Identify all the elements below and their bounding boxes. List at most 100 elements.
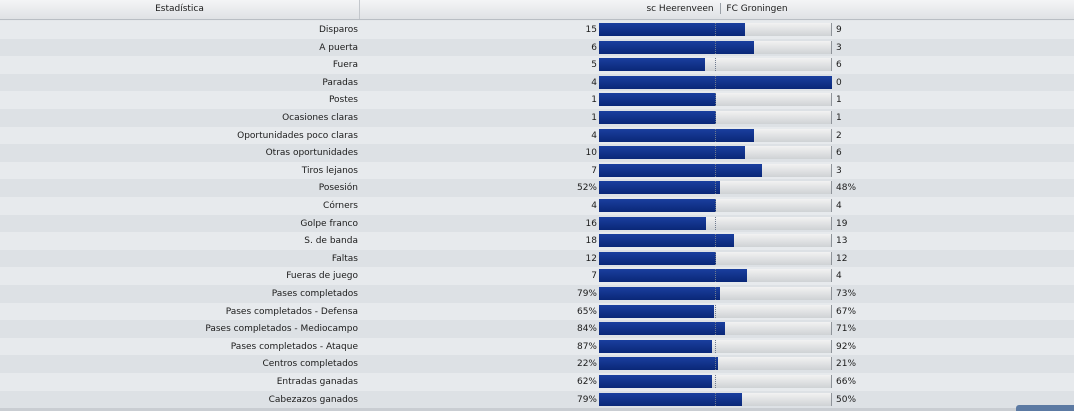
away-value: 92%: [836, 341, 857, 352]
stat-label: Disparos: [318, 25, 358, 35]
home-share-fill: [599, 375, 712, 388]
away-value: 6: [836, 148, 842, 159]
home-share-fill: [599, 58, 705, 72]
home-share-fill: [599, 181, 720, 195]
comparison-bar: [599, 339, 832, 353]
home-value: 4: [591, 130, 597, 141]
home-value: 1: [591, 95, 597, 106]
stat-label: Otras oportunidades: [265, 148, 358, 159]
away-value: 21%: [836, 359, 857, 370]
comparison-bar: [599, 216, 832, 230]
stat-row: Faltas 12 12: [0, 249, 1074, 268]
away-value: 2: [836, 130, 842, 141]
home-value: 5: [591, 60, 597, 71]
comparison-bar: [599, 251, 832, 265]
stat-label: Pases completados - Mediocampo: [205, 324, 358, 335]
stat-row: Pases completados - Defensa 65% 67%: [0, 302, 1074, 321]
comparison-bar: [599, 128, 832, 142]
comparison-bar: [599, 181, 832, 195]
midpoint-marker: [715, 58, 716, 72]
home-share-fill: [599, 216, 706, 230]
midpoint-marker: [715, 269, 716, 283]
stat-row: Otras oportunidades 10 6: [0, 144, 1074, 163]
home-share-fill: [599, 339, 712, 353]
midpoint-marker: [715, 216, 716, 230]
home-share-fill: [599, 199, 716, 212]
home-value: 7: [591, 271, 597, 282]
stat-label: S. de banda: [304, 236, 358, 247]
comparison-bar: [599, 357, 832, 371]
stat-label: Cabezazos ganados: [268, 394, 358, 405]
teams-column-header[interactable]: sc Heerenveen FC Groningen: [360, 0, 1074, 19]
comparison-bar: [599, 58, 832, 72]
stat-row: Centros completados 22% 21%: [0, 355, 1074, 374]
stat-label: Posesión: [318, 183, 358, 194]
stat-label: Faltas: [331, 253, 358, 264]
comparison-bar: [599, 146, 832, 160]
home-share-fill: [599, 163, 762, 177]
comparison-bar: [599, 322, 832, 336]
stat-label: Paradas: [322, 77, 358, 88]
stat-label: Fuera: [332, 60, 358, 71]
home-value: 7: [591, 165, 597, 176]
midpoint-marker: [715, 199, 716, 212]
home-share-fill: [599, 111, 716, 124]
home-share-fill: [599, 234, 734, 248]
midpoint-marker: [715, 181, 716, 195]
comparison-bar: [599, 234, 832, 248]
away-value: 3: [836, 165, 842, 176]
stat-label: Ocasiones claras: [282, 113, 358, 123]
stats-header: Estadística sc Heerenveen FC Groningen: [0, 0, 1074, 20]
stat-label: Pases completados - Ataque: [230, 341, 358, 352]
stat-row: Golpe franco 16 19: [0, 214, 1074, 233]
home-share-fill: [599, 304, 714, 318]
home-value: 4: [591, 77, 597, 88]
stat-label: Golpe franco: [300, 218, 358, 229]
home-share-fill: [599, 322, 725, 336]
home-share-fill: [599, 146, 745, 160]
stat-label: Oportunidades poco claras: [237, 130, 358, 141]
stat-row: Posesión 52% 48%: [0, 179, 1074, 198]
away-value: 13: [836, 236, 848, 247]
table-bottom-edge: [0, 408, 1074, 411]
midpoint-marker: [715, 163, 716, 177]
midpoint-marker: [715, 23, 716, 36]
away-value: 73%: [836, 289, 857, 299]
stat-label: Córners: [323, 201, 358, 211]
away-value: 9: [836, 25, 842, 35]
stat-label: Fueras de juego: [286, 271, 358, 282]
stat-row: Cabezazos ganados 79% 50%: [0, 390, 1074, 409]
home-team-name: sc Heerenveen: [646, 4, 714, 14]
midpoint-marker: [715, 251, 716, 265]
stat-row: Tiros lejanos 7 3: [0, 161, 1074, 180]
away-value: 6: [836, 60, 842, 71]
midpoint-marker: [715, 146, 716, 160]
away-value: 0: [836, 77, 842, 88]
midpoint-marker: [715, 287, 716, 300]
comparison-bar: [599, 287, 832, 300]
stat-column-header[interactable]: Estadística: [0, 0, 360, 19]
away-value: 4: [836, 271, 842, 282]
home-value: 15: [585, 25, 597, 35]
away-value: 71%: [836, 324, 857, 335]
away-value: 12: [836, 253, 848, 264]
home-value: 79%: [576, 394, 597, 405]
away-value: 19: [836, 218, 848, 229]
scroll-thumb[interactable]: [1016, 405, 1074, 411]
midpoint-marker: [715, 234, 716, 248]
home-share-fill: [599, 93, 716, 107]
home-value: 62%: [576, 377, 597, 387]
midpoint-marker: [715, 40, 716, 54]
away-team-name: FC Groningen: [726, 4, 788, 14]
away-value: 1: [836, 113, 842, 123]
away-value: 48%: [836, 183, 857, 194]
stat-row: Disparos 15 9: [0, 21, 1074, 39]
comparison-bar: [599, 375, 832, 388]
stat-row: Paradas 4 0: [0, 73, 1074, 92]
comparison-bar: [599, 93, 832, 107]
home-share-fill: [599, 392, 742, 406]
midpoint-marker: [715, 322, 716, 336]
stat-row: Fuera 5 6: [0, 56, 1074, 75]
stat-row: Oportunidades poco claras 4 2: [0, 126, 1074, 145]
